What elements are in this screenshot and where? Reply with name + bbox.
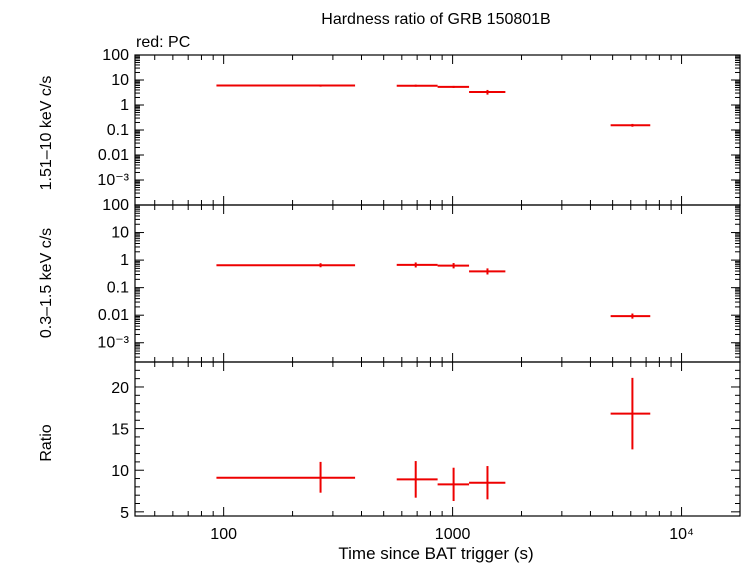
y-tick-label: 5 bbox=[120, 505, 129, 522]
data-point bbox=[216, 84, 356, 87]
y-tick-label: 1 bbox=[120, 97, 129, 114]
data-point bbox=[437, 85, 470, 88]
y-tick-label: 10⁻³ bbox=[97, 172, 129, 189]
y-axis-label-soft: 0.3–1.5 keV c/s bbox=[38, 228, 55, 338]
data-point bbox=[396, 461, 438, 498]
data-point bbox=[396, 262, 438, 268]
data-point bbox=[469, 268, 506, 275]
data-point bbox=[437, 263, 470, 269]
data-point bbox=[216, 461, 356, 493]
panel-0: 100 10 1 0.1 0.01 10⁻³ bbox=[97, 47, 741, 206]
chart-annotation: red: PC bbox=[136, 34, 190, 51]
y-tick-label: 10 bbox=[111, 225, 129, 242]
y-tick-label: 0.1 bbox=[107, 280, 129, 297]
y-tick-label: 10 bbox=[111, 463, 129, 480]
data-point bbox=[469, 466, 506, 500]
x-axis-label: Time since BAT trigger (s) bbox=[338, 544, 533, 563]
data-point bbox=[396, 84, 438, 87]
panel-1: 100 10 1 0.1 0.01 10⁻³ bbox=[97, 197, 741, 363]
x-tick-label: 10⁴ bbox=[669, 526, 694, 543]
y-axis-label-hard: 1.51–10 keV c/s bbox=[38, 76, 55, 191]
panel-frame bbox=[134, 204, 741, 363]
y-tick-label: 1 bbox=[120, 252, 129, 269]
data-point bbox=[610, 313, 651, 319]
y-tick-label: 10⁻³ bbox=[97, 335, 129, 352]
y-tick-label: 0.01 bbox=[98, 307, 129, 324]
y-tick-label: 10 bbox=[111, 72, 129, 89]
data-point bbox=[216, 263, 356, 268]
y-tick-label: 100 bbox=[102, 197, 129, 214]
panel-frame bbox=[134, 361, 741, 517]
data-point bbox=[610, 123, 651, 127]
y-tick-label: 100 bbox=[102, 47, 129, 64]
x-tick-label: 1000 bbox=[435, 526, 471, 543]
data-point bbox=[610, 377, 651, 450]
panel-frame bbox=[134, 54, 741, 206]
x-tick-label: 100 bbox=[210, 526, 237, 543]
panel-2: 5 10 15 20 bbox=[111, 361, 741, 522]
y-tick-label: 20 bbox=[111, 380, 129, 397]
data-point bbox=[469, 89, 506, 95]
chart-title: Hardness ratio of GRB 150801B bbox=[321, 11, 550, 28]
data-point bbox=[437, 467, 470, 502]
y-axis-label-ratio: Ratio bbox=[38, 424, 55, 461]
y-tick-label: 0.01 bbox=[98, 147, 129, 164]
y-tick-label: 15 bbox=[111, 422, 129, 439]
y-tick-label: 0.1 bbox=[107, 122, 129, 139]
